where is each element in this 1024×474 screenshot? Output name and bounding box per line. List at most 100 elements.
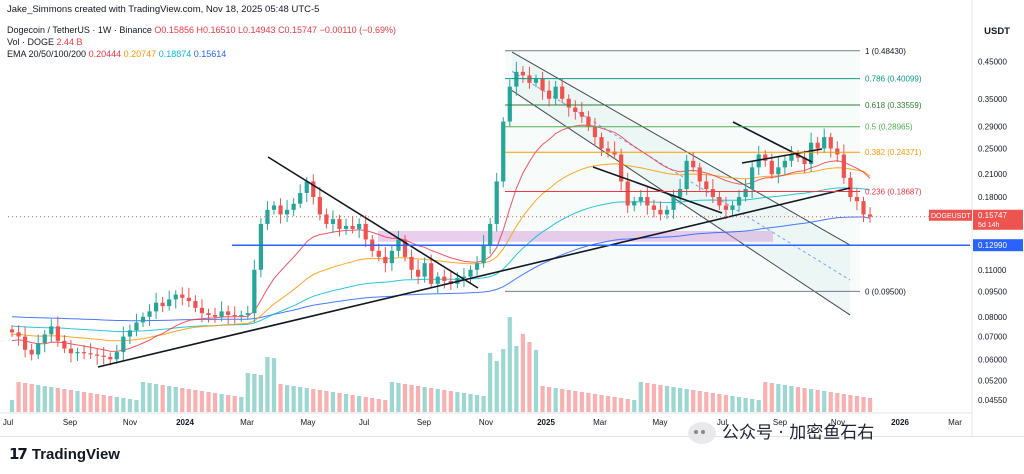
volume-bar <box>350 395 355 412</box>
candle <box>278 198 283 224</box>
candle <box>416 259 421 285</box>
candle-body <box>186 297 191 302</box>
candle-body <box>841 154 846 178</box>
candle-body <box>134 322 139 331</box>
candle <box>409 249 414 279</box>
candle <box>383 246 388 273</box>
candle <box>324 208 329 229</box>
candle-body <box>704 181 709 190</box>
candle-body <box>199 307 205 314</box>
candle-body <box>645 197 650 206</box>
candle-body <box>619 154 624 182</box>
fib-label: 0 (0.09500) <box>865 287 906 296</box>
ema-row[interactable]: EMA 20/50/100/200 0.20444 0.20747 0.1887… <box>7 48 396 60</box>
volume-bar <box>736 397 742 412</box>
volume-bar <box>540 386 545 412</box>
candle <box>212 307 218 323</box>
volume-bar <box>49 387 54 412</box>
volume-bar <box>36 385 41 412</box>
volume-bar <box>533 350 539 412</box>
candle <box>488 218 493 255</box>
volume-bar <box>822 391 827 412</box>
volume-bar <box>389 382 394 412</box>
candle-body <box>350 225 355 229</box>
candle <box>265 201 270 230</box>
footer-bar: 17 TradingView <box>0 436 1024 474</box>
fib-levels-layer: 1 (0.48430) 0.786 (0.40099) 0.618 (0.33559… <box>8 47 970 296</box>
candle-body <box>553 86 558 99</box>
candle-body <box>599 137 604 149</box>
descending-trendline-3 <box>732 121 813 163</box>
volume-bar <box>671 387 676 412</box>
volume-bar <box>154 384 159 412</box>
volume-bar <box>23 383 28 412</box>
price-tick-label: 0.06000 <box>978 355 1007 364</box>
tradingview-logo-icon: 17 <box>9 445 28 463</box>
time-tick-label: Jul <box>359 418 369 427</box>
volume-bar <box>501 349 506 412</box>
candle <box>147 304 152 326</box>
volume-bar <box>121 398 126 412</box>
volume-bar <box>81 392 87 412</box>
candle-body <box>769 160 774 175</box>
candle <box>317 187 322 221</box>
candle <box>520 66 525 83</box>
candle <box>226 305 231 325</box>
candle-body <box>383 256 388 264</box>
volume-bar <box>343 394 349 412</box>
price-tick-label: 0.09500 <box>978 287 1007 296</box>
candle <box>429 254 434 289</box>
candle-body <box>88 353 93 355</box>
candle <box>704 174 709 197</box>
candle <box>134 313 139 337</box>
volume-label: Vol · DOGE <box>7 37 55 47</box>
symbol-row[interactable]: Dogecoin / TetherUS · 1W · Binance O0.15… <box>7 24 396 36</box>
tradingview-logo[interactable]: 17 TradingView <box>9 445 120 463</box>
candle <box>612 141 617 160</box>
volume-bar <box>579 392 584 412</box>
volume-bar <box>867 398 873 412</box>
support-price-label: 0.12990 <box>978 241 1007 250</box>
candle-body <box>422 263 427 277</box>
time-axis-layer: Jul Sep Nov 2024 Mar May Jul Sep Nov 2025 Mar May Ju… <box>0 412 972 427</box>
volume-bar <box>134 400 139 412</box>
candle-body <box>304 181 309 193</box>
candle <box>101 347 106 365</box>
candle <box>363 215 368 248</box>
candle-body <box>507 86 512 122</box>
candle <box>36 334 41 359</box>
candle-body <box>651 205 656 210</box>
candle <box>717 191 722 210</box>
candle-body <box>167 299 172 307</box>
candle-body <box>461 276 467 279</box>
candle-body <box>566 98 571 108</box>
candle-body <box>795 154 801 158</box>
price-tick-label: 0.25000 <box>978 144 1007 153</box>
volume-bar <box>396 383 401 412</box>
volume-bar <box>212 393 218 412</box>
candle <box>206 308 211 323</box>
candle-body <box>29 349 34 355</box>
volume-bar <box>625 399 630 412</box>
candle <box>49 319 54 343</box>
candle-body <box>664 209 670 215</box>
volume-bar <box>147 383 152 412</box>
volume-bar <box>828 392 833 412</box>
price-chart[interactable]: 1 (0.48430) 0.786 (0.40099) 0.618 (0.33559… <box>0 0 1024 436</box>
candle-body <box>75 352 80 354</box>
volume-bar <box>763 382 768 412</box>
volume-row[interactable]: Vol · DOGE 2.44 B <box>7 36 396 48</box>
candle <box>468 265 473 285</box>
price-tick-label: 0.29000 <box>978 123 1007 132</box>
candle-body <box>822 137 827 149</box>
volume-value: 2.44 B <box>56 37 83 47</box>
candle-body <box>547 90 552 99</box>
candle-body <box>95 354 100 356</box>
top-bar: Jake_Simmons created with TradingView.co… <box>0 0 1024 20</box>
candle-body <box>42 334 47 344</box>
candle-body <box>9 329 15 333</box>
volume-bar <box>95 394 100 412</box>
candle-body <box>691 160 696 168</box>
time-tick-label: Nov <box>831 418 845 427</box>
candle <box>252 259 257 323</box>
